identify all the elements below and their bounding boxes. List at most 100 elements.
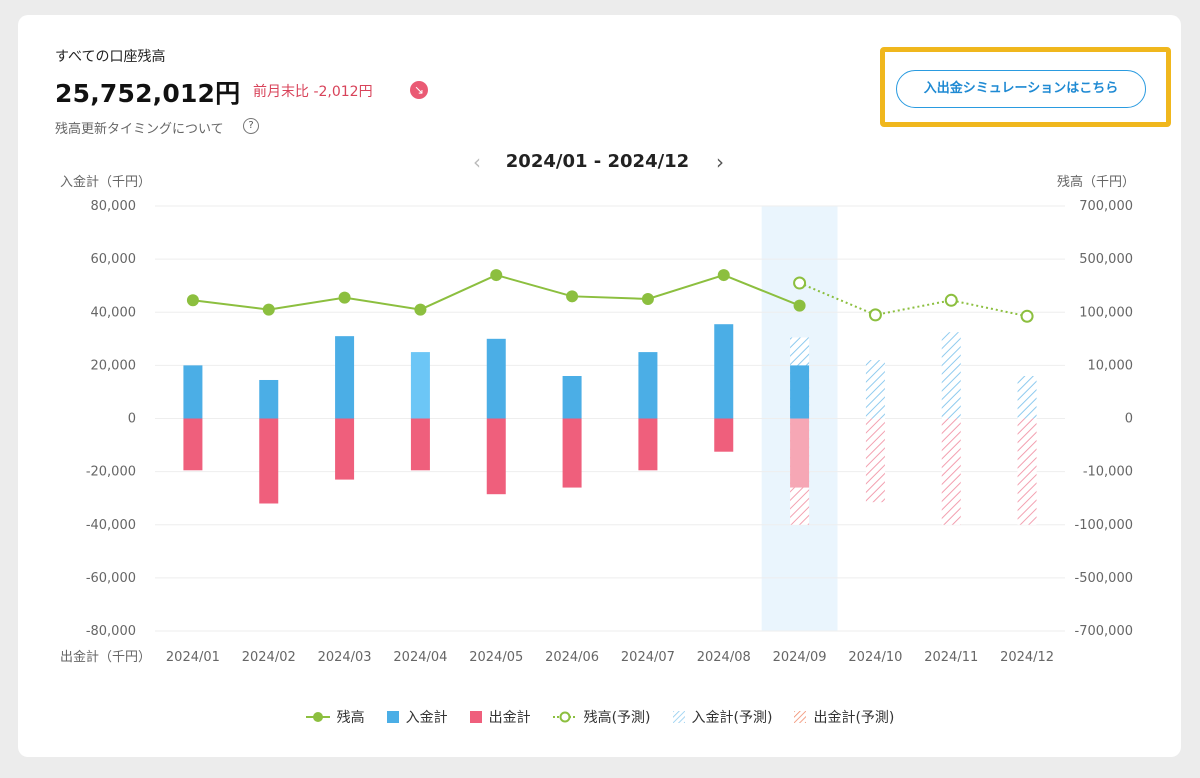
legend-balance-forecast[interactable]: 残高(予測) (552, 707, 651, 727)
right-tick-label: -500,000 (1075, 571, 1133, 586)
withdrawal-bar (790, 418, 810, 488)
legend-withdrawal-forecast-swatch (794, 711, 807, 723)
left-tick-label: 0 (128, 412, 136, 427)
withdrawal-bar (410, 418, 430, 471)
withdrawal-bar (486, 418, 506, 495)
arrow-down-right-icon: ↘ (410, 81, 428, 99)
help-icon[interactable]: ? (243, 118, 259, 134)
deposit-bar (183, 365, 203, 419)
right-tick-label: 500,000 (1079, 252, 1133, 267)
x-tick-label: 2024/12 (1000, 650, 1054, 665)
cashflow-chart: 80,000 60,000 40,000 20,000 0 -20,000 -40,000 -… (60, 174, 1135, 665)
balance-point (566, 290, 579, 303)
right-tick-label: -100,000 (1075, 518, 1133, 533)
legend-label: 残高 (336, 710, 365, 726)
legend-withdrawal[interactable]: 出金計 (469, 707, 531, 727)
update-timing-link[interactable]: 残高更新タイミングについて (55, 122, 224, 137)
left-tick-label: 80,000 (91, 199, 137, 214)
balance-point (490, 269, 503, 282)
legend-deposit-forecast-swatch (672, 711, 685, 723)
legend-deposit-swatch (386, 711, 399, 723)
x-tick-label: 2024/02 (242, 650, 296, 665)
withdrawal-bar (638, 418, 658, 471)
deposit-bar (259, 379, 279, 419)
x-tick-label: 2024/01 (166, 650, 220, 665)
balance-forecast-point (1020, 309, 1034, 323)
right-tick-label: 100,000 (1079, 305, 1133, 320)
left-tick-label: -20,000 (86, 465, 136, 480)
legend-label: 入金計(予測) (691, 710, 773, 726)
withdrawal-bar (259, 418, 279, 504)
x-tick-label: 2024/08 (697, 650, 751, 665)
deposit-forecast-bar (1017, 376, 1037, 419)
total-balance: 25,752,012円 (55, 79, 241, 108)
deposit-bar (790, 365, 810, 419)
deposit-bar (335, 336, 355, 419)
legend-deposit[interactable]: 入金計 (386, 707, 448, 727)
deposit-bar (638, 352, 658, 419)
balance-point (262, 303, 275, 316)
chart-legend: 残高 入金計 出金計 残高(予測) 入金計(予測) 出金計(予測) (0, 707, 1200, 727)
legend-label: 入金計 (405, 710, 448, 726)
legend-label: 残高(予測) (583, 710, 651, 726)
withdrawal-forecast-bar (865, 418, 885, 503)
left-tick-label: 40,000 (91, 305, 137, 320)
left-tick-label: 20,000 (91, 358, 137, 373)
x-tick-label: 2024/05 (469, 650, 523, 665)
deposit-forecast-bar (865, 360, 885, 419)
x-tick-label: 2024/07 (621, 650, 675, 665)
deposit-bar (714, 324, 734, 419)
page-title: すべての口座残高 (55, 49, 166, 65)
right-axis-title: 残高（千円） (1057, 174, 1135, 190)
period-label: 2024/01 - 2024/12 (505, 151, 690, 172)
left-tick-label: -80,000 (86, 624, 136, 639)
x-tick-label: 2024/04 (393, 650, 447, 665)
x-tick-label: 2024/09 (773, 650, 827, 665)
balance-point (641, 292, 654, 305)
withdrawal-bar (183, 418, 203, 471)
balance-card (18, 15, 1181, 757)
left-tick-label: -40,000 (86, 518, 136, 533)
balance-forecast-line (799, 282, 1028, 318)
balance-forecast-point (793, 276, 807, 290)
withdrawal-bar (714, 418, 734, 452)
balance-point (717, 269, 730, 282)
balance-point (338, 291, 351, 304)
x-tick-label: 2024/10 (848, 650, 902, 665)
right-tick-label: -10,000 (1083, 465, 1133, 480)
right-tick-label: -700,000 (1075, 624, 1133, 639)
withdrawal-bar (335, 418, 355, 480)
highlight-frame (880, 47, 1171, 127)
left-axis-bottom-title: 出金計（千円） (60, 649, 151, 665)
deposit-bar (562, 376, 582, 419)
balance-point (186, 294, 199, 307)
chevron-left-icon[interactable]: ‹ (473, 150, 481, 174)
legend-balance[interactable]: 残高 (305, 707, 365, 727)
deposit-bar (486, 338, 506, 419)
x-tick-label: 2024/03 (318, 650, 372, 665)
month-diff: 前月末比 -2,012円 (253, 84, 373, 100)
balance-forecast-point (868, 308, 882, 322)
right-tick-label: 0 (1125, 412, 1133, 427)
legend-withdrawal-swatch (469, 711, 482, 723)
withdrawal-forecast-bar (941, 418, 961, 525)
balance-point (793, 299, 806, 312)
simulation-button[interactable]: 入出金シミュレーションはこちら (896, 70, 1146, 108)
x-tick-label: 2024/11 (924, 650, 978, 665)
legend-label: 出金計 (488, 710, 531, 726)
chevron-right-icon[interactable]: › (716, 150, 724, 174)
deposit-forecast-bar (941, 332, 961, 419)
left-axis-title: 入金計（千円） (60, 174, 151, 190)
withdrawal-forecast-bar (1017, 418, 1037, 525)
balance-point (414, 303, 427, 316)
legend-balance-forecast-marker (552, 711, 577, 723)
left-tick-label: 60,000 (91, 252, 137, 267)
legend-balance-marker (305, 712, 330, 722)
right-tick-label: 700,000 (1079, 199, 1133, 214)
withdrawal-bar (562, 418, 582, 488)
left-tick-label: -60,000 (86, 571, 136, 586)
right-tick-label: 10,000 (1088, 358, 1134, 373)
legend-deposit-forecast[interactable]: 入金計(予測) (672, 707, 773, 727)
legend-withdrawal-forecast[interactable]: 出金計(予測) (794, 707, 894, 727)
balance-forecast-point (944, 293, 958, 307)
